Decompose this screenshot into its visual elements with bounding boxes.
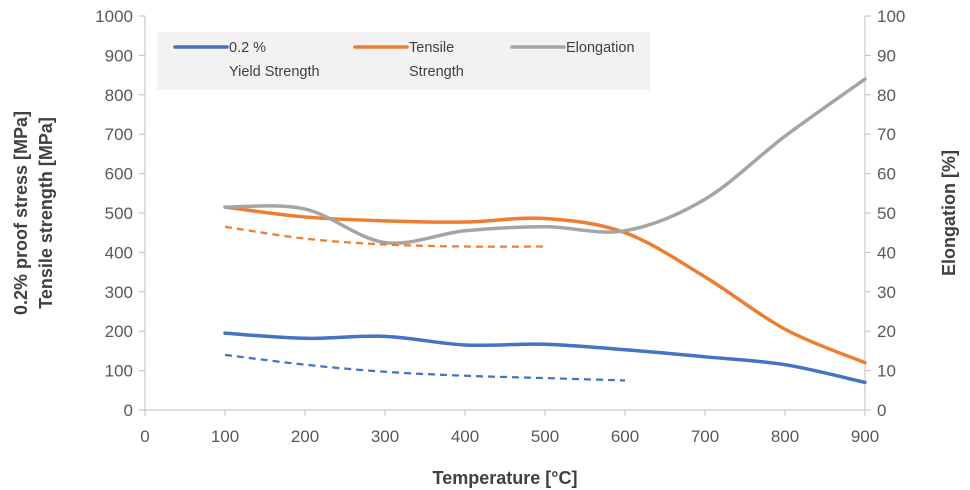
x-tick-label: 0 bbox=[140, 427, 149, 446]
dashed-line-3 bbox=[224, 353, 626, 382]
dashed-line-4 bbox=[224, 225, 546, 248]
y-tick-label: 500 bbox=[105, 204, 133, 223]
y-tick-label: 200 bbox=[105, 322, 133, 341]
y-tick-label: 600 bbox=[105, 165, 133, 184]
legend-label-1: Tensile bbox=[409, 40, 454, 56]
y2-tick-label: 50 bbox=[877, 204, 896, 223]
legend-label-0: Yield Strength bbox=[229, 64, 320, 80]
y2-tick-label: 10 bbox=[877, 362, 896, 381]
legend-box bbox=[157, 32, 650, 90]
y-axis-title-line-0: 0.2% proof stress [MPa] bbox=[11, 111, 31, 315]
y-tick-label: 900 bbox=[105, 46, 133, 65]
y2-tick-label: 100 bbox=[877, 7, 905, 26]
legend-label-2: Elongation bbox=[566, 40, 635, 56]
y2-tick-label: 40 bbox=[877, 243, 896, 262]
legend-label-1: Strength bbox=[409, 64, 464, 80]
series-line-2 bbox=[223, 77, 867, 245]
axis-titles: Temperature [°C] 0.2% proof stress [MPa] T… bbox=[11, 111, 959, 488]
x-tick-label: 400 bbox=[451, 427, 479, 446]
y-axis-title-line-1: Tensile strength [MPa] bbox=[36, 117, 56, 309]
x-tick-label: 200 bbox=[291, 427, 319, 446]
y2-tick-label: 70 bbox=[877, 125, 896, 144]
series-line-0 bbox=[223, 331, 867, 385]
y2-tick-label: 80 bbox=[877, 86, 896, 105]
y2-tick-label: 60 bbox=[877, 165, 896, 184]
x-tick-label: 100 bbox=[211, 427, 239, 446]
y2-tick-label: 90 bbox=[877, 46, 896, 65]
y2-tick-label: 20 bbox=[877, 322, 896, 341]
x-tick-label: 300 bbox=[371, 427, 399, 446]
y2-tick-label: 30 bbox=[877, 283, 896, 302]
axes: 0100200300400500600700800900100001020304… bbox=[95, 7, 905, 446]
x-tick-label: 700 bbox=[691, 427, 719, 446]
legend: 0.2 % Yield Strength Tensile Strength Elonga… bbox=[157, 32, 650, 90]
x-tick-label: 800 bbox=[771, 427, 799, 446]
series-line-1 bbox=[223, 205, 867, 365]
x-tick-label: 500 bbox=[531, 427, 559, 446]
y2-tick-label: 0 bbox=[877, 401, 886, 420]
y-tick-label: 0 bbox=[124, 401, 133, 420]
y-tick-label: 100 bbox=[105, 362, 133, 381]
y-tick-label: 700 bbox=[105, 125, 133, 144]
x-axis-title: Temperature [°C] bbox=[433, 468, 578, 488]
y-tick-label: 800 bbox=[105, 86, 133, 105]
y-tick-label: 1000 bbox=[95, 7, 133, 26]
y-tick-label: 300 bbox=[105, 283, 133, 302]
y-tick-label: 400 bbox=[105, 243, 133, 262]
x-tick-label: 900 bbox=[851, 427, 879, 446]
legend-label-0: 0.2 % bbox=[229, 40, 266, 56]
x-tick-label: 600 bbox=[611, 427, 639, 446]
series-lines bbox=[223, 77, 867, 385]
y2-axis-title: Elongation [%] bbox=[939, 150, 959, 276]
